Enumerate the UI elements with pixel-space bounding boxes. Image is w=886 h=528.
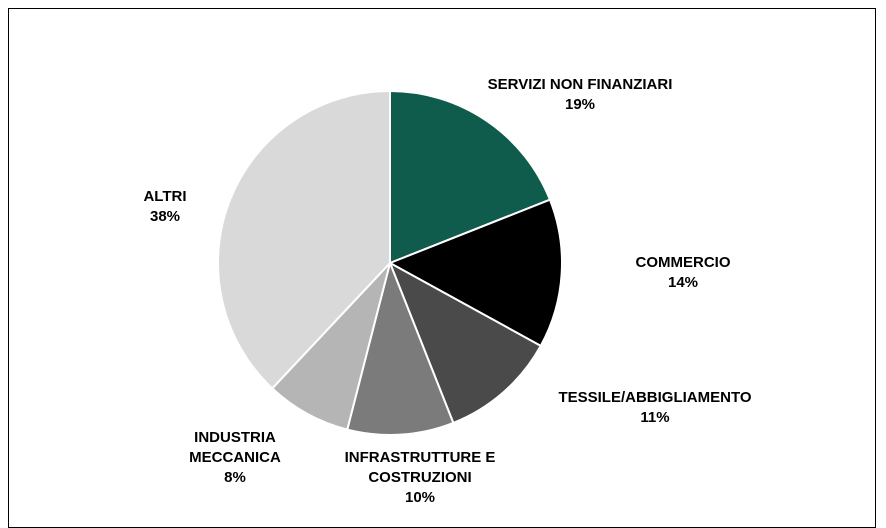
slice-label: INFRASTRUTTURE E COSTRUZIONI 10% xyxy=(325,448,515,508)
percent-label: 8% xyxy=(224,469,246,486)
pie-area xyxy=(217,89,563,436)
chart: SERVIZI NON FINANZIARI 19% COMMERCIO 14% TES… xyxy=(8,8,876,528)
category-label: INFRASTRUTTURE E COSTRUZIONI xyxy=(344,449,496,486)
pie-slice xyxy=(387,198,563,348)
slice-label: COMMERCIO 14% xyxy=(583,253,783,293)
category-label: TESSILE/ABBIGLIAMENTO xyxy=(558,389,752,406)
percent-label: 38% xyxy=(149,208,181,225)
pie-slice xyxy=(389,89,552,265)
pie-slice xyxy=(388,260,543,425)
category-label: INDUSTRIA MECCANICA xyxy=(189,429,281,466)
slice-label: SERVIZI NON FINANZIARI 19% xyxy=(450,75,710,115)
category-label: COMMERCIO xyxy=(635,254,731,271)
slice-label: ALTRI 38% xyxy=(115,187,215,227)
slice-label: TESSILE/ABBIGLIAMENTO 11% xyxy=(525,388,785,428)
category-label: ALTRI xyxy=(143,188,187,205)
percent-label: 14% xyxy=(667,274,699,291)
percent-label: 11% xyxy=(640,409,670,426)
category-label: SERVIZI NON FINANZIARI xyxy=(487,76,673,93)
percent-label: 10% xyxy=(404,489,436,506)
percent-label: 19% xyxy=(564,96,596,113)
pie-slice xyxy=(346,259,455,436)
pie-slice xyxy=(217,89,391,390)
slice-label: INDUSTRIA MECCANICA 8% xyxy=(175,428,295,488)
